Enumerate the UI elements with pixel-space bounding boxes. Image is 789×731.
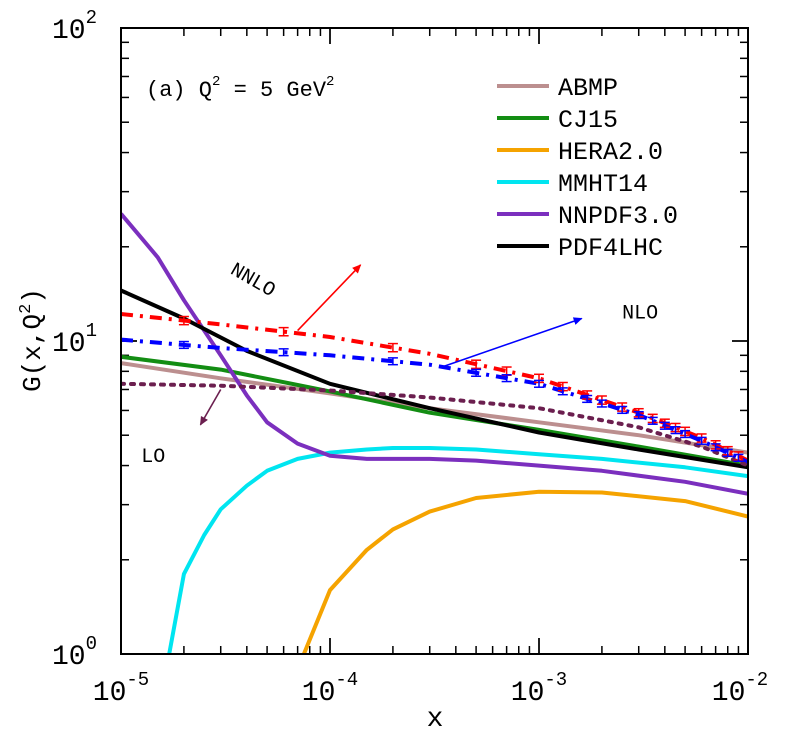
legend-label: PDF4LHC [558,234,663,263]
error-bar-nlo [722,448,733,458]
error-bar-nlo [633,410,644,420]
error-bar-nlo [617,405,628,415]
x-tick-label: 10-3 [511,669,567,709]
error-bar-nlo [278,348,289,357]
y-axis-label: G(x,Q2) [17,288,48,392]
tick-labels: 10-5 10-4 10-3 10-2 100 101 102 [52,7,768,709]
legend-label: MMHT14 [558,170,648,199]
legend-item-mmht14: MMHT14 [497,170,648,199]
y-tick-label: 100 [52,633,97,673]
error-bar-nlo [647,416,658,425]
error-bar-nlo [534,379,544,388]
x-tick-label: 10-2 [712,669,768,709]
error-bar-nlo [557,387,568,396]
plot-frame [120,27,749,655]
series-line-lo [121,381,748,468]
legend-item-cj15: CJ15 [497,106,618,135]
legend-label: ABMP [558,74,618,103]
annotation-label-nlo: NLO [622,303,658,326]
tick-layer [120,27,749,655]
legend-item-pdf4lhc: PDF4LHC [497,234,663,263]
y-tick-label: 101 [52,320,97,360]
error-bar-nlo [387,357,398,366]
error-bar-nlo [471,368,482,377]
error-bar-nlo [680,429,691,439]
error-bar-nnlo [387,342,398,353]
annotation-label-lo: LO [141,446,165,469]
series-line-pdf4lhc [121,288,748,470]
annotation-arrow-nnlo [297,264,362,332]
x-tick-label: 10-5 [93,669,149,709]
x-tick-label: 10-4 [302,669,358,709]
error-bar-nlo [696,436,707,445]
series-line-nlo [121,337,748,465]
legend-label: HERA2.0 [558,138,663,167]
error-bar-nlo [659,421,670,430]
error-bar-nnlo [471,359,482,370]
error-bar-nlo [670,425,681,435]
legend-item-nnpdf3-0: NNPDF3.0 [497,202,678,231]
error-bar-nnlo [278,326,289,337]
error-bar-nlo [596,399,607,408]
series-layer [121,212,748,654]
annotation-arrow-lo [199,389,222,426]
series-line-hera2-0 [302,489,748,654]
x-axis-label: x [427,704,444,731]
error-bar-nlo [501,374,512,383]
y-tick-label: 102 [52,7,97,47]
legend-item-abmp: ABMP [497,74,618,103]
error-bar-nlo [178,340,189,350]
panel-label: (a) Q2 = 5 GeV2 [146,74,334,103]
error-bar-nlo [582,394,593,404]
error-bar-nlo [710,443,721,452]
annotation-arrow-nlo [443,317,583,368]
series-line-mmht14 [167,446,748,654]
error-bar-nnlo [178,315,189,326]
annotation-label-nnlo: NNLO [226,259,279,303]
legend-label: CJ15 [558,106,618,135]
legend-item-hera2-0: HERA2.0 [497,138,663,167]
error-bar-nlo [733,453,744,462]
series-line-cj15 [121,354,748,468]
errorbar-layer [178,315,744,462]
series-line-nnlo [121,312,748,463]
legend: ABMP CJ15 HERA2.0 MMHT14 NNPDF3.0 PDF4LHC [497,74,678,263]
legend-label: NNPDF3.0 [558,202,678,231]
